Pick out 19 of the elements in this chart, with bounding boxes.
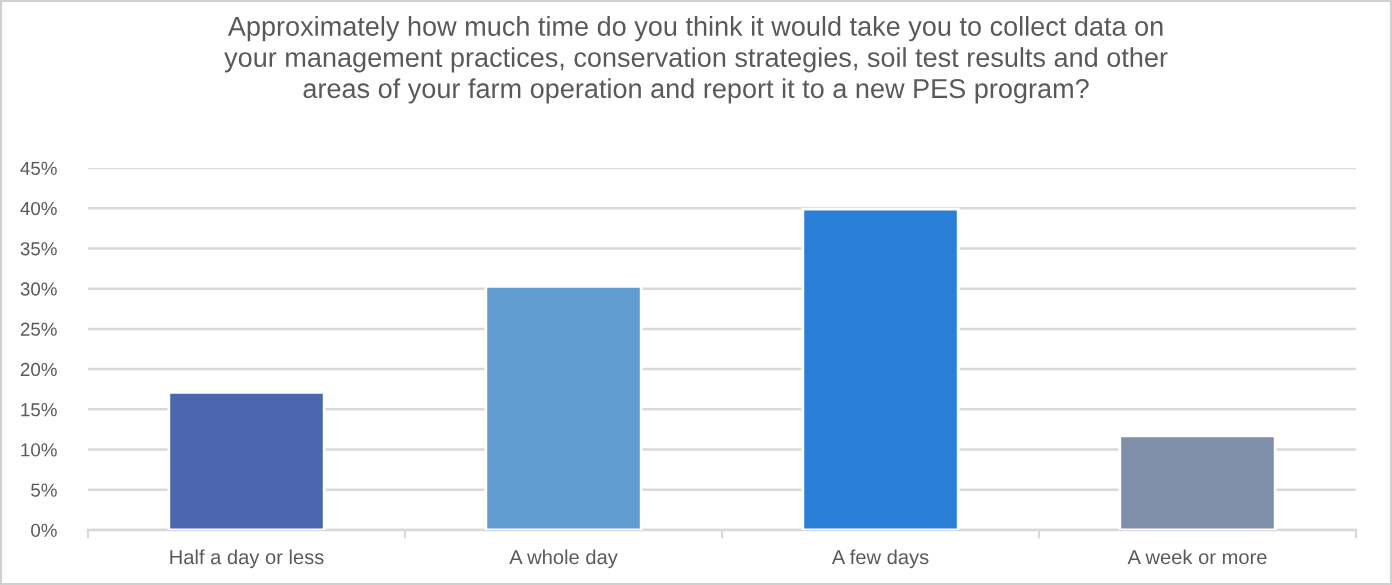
y-tick-label: 40% <box>20 201 57 216</box>
bar <box>167 391 326 530</box>
bar <box>1118 434 1277 530</box>
y-tick-label: 30% <box>20 282 57 296</box>
y-tick-label: 0% <box>31 523 57 537</box>
y-tick-label: 25% <box>20 322 57 336</box>
bar <box>801 207 960 530</box>
y-tick-label: 15% <box>21 403 57 417</box>
x-tick-label: A whole day <box>509 549 618 569</box>
x-tick-label: A week or more <box>1127 549 1267 565</box>
y-tick-label: 35% <box>20 242 57 256</box>
y-tick-label: 10% <box>21 443 57 457</box>
x-tick-label: Half a day or less <box>170 549 324 569</box>
x-tick-label: A few days <box>831 549 929 569</box>
bar <box>484 284 643 530</box>
y-tick-label: 20% <box>20 362 57 377</box>
y-tick-label: 45% <box>20 161 57 175</box>
y-tick-label: 5% <box>31 483 57 497</box>
chart-title: Approximately how much time do you think it would take you to collect data on your management practices, conservation strategies, soil test results and other areas of your farm operation and report it to a new PES program? <box>224 16 1168 104</box>
